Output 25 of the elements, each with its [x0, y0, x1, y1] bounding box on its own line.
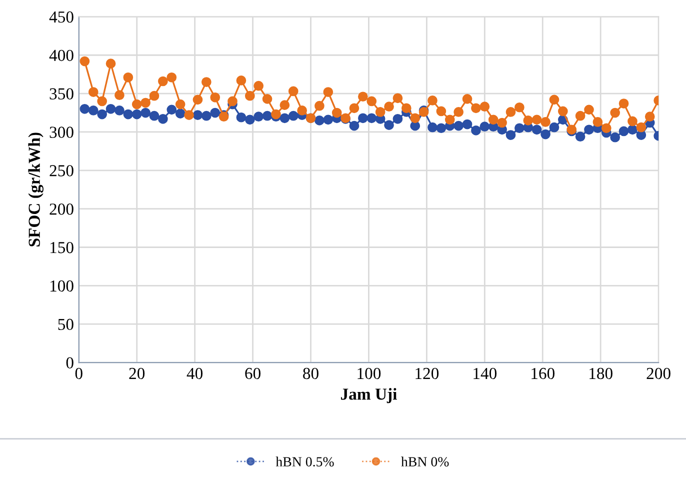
x-tick-label: 40 — [186, 368, 203, 380]
x-tick-label: 140 — [474, 368, 497, 380]
y-tick-label: 250 — [50, 165, 74, 176]
y-tick-label: 0 — [66, 357, 74, 368]
legend-label: hBN 0% — [401, 456, 449, 466]
y-tick-label: 300 — [50, 126, 74, 138]
y-tick-label: 400 — [49, 50, 74, 62]
x-tick-label: 120 — [416, 368, 439, 380]
x-tick-label: 0 — [75, 368, 82, 380]
x-axis-title: Jam Uji — [341, 388, 397, 404]
legend-label: hBN 0.5% — [276, 456, 334, 467]
y-tick-label: 450 — [49, 11, 74, 23]
y-tick-label: 50 — [58, 318, 74, 330]
y-tick-label: 200 — [50, 204, 74, 215]
x-tick-label: 180 — [590, 368, 612, 380]
x-tick-label: 80 — [303, 368, 318, 380]
y-axis-title: SFOC (gr/kWh) — [28, 132, 44, 246]
y-tick-label: 100 — [50, 280, 74, 292]
y-tick-label: 350 — [50, 88, 74, 100]
x-tick-label: 100 — [358, 368, 381, 380]
y-tick-label: 150 — [50, 242, 74, 254]
x-tick-label: 160 — [532, 368, 554, 380]
x-tick-label: 20 — [129, 368, 145, 380]
x-tick-label: 200 — [646, 368, 670, 380]
x-tick-label: 60 — [245, 368, 260, 380]
